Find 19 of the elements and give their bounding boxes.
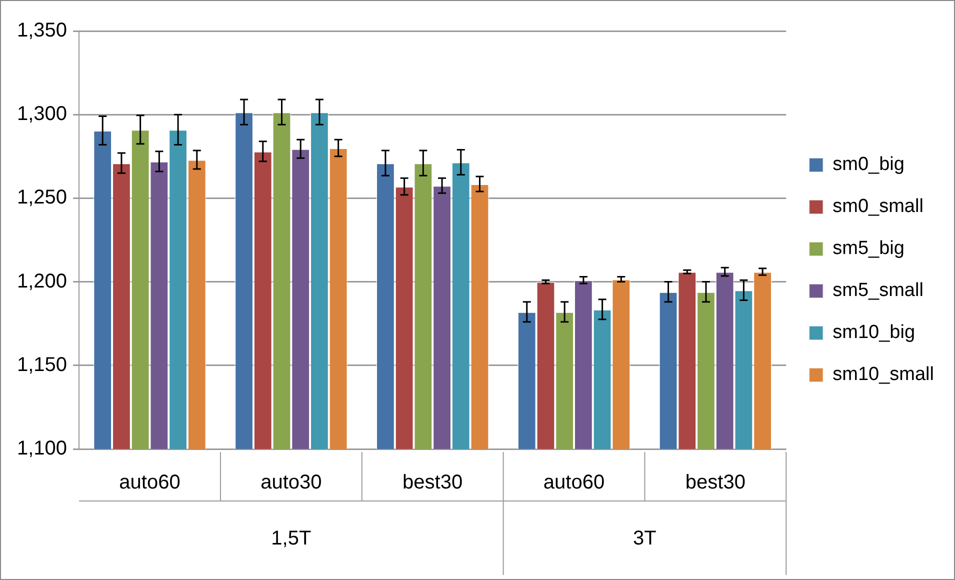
x-tick-label: best30 [685, 472, 746, 494]
legend-label: sm0_small [832, 196, 924, 218]
x-tick-label: auto60 [543, 472, 605, 494]
y-tick-label: 1,300 [16, 103, 68, 126]
legend-label: sm0_big [832, 154, 904, 176]
y-tick-label: 1,100 [16, 438, 68, 460]
y-tick-label: 1,200 [16, 270, 68, 292]
x-tick-label: auto30 [260, 472, 322, 494]
text: 3T [633, 528, 656, 550]
x-tick-label: auto60 [119, 472, 180, 494]
legend-label: sm10_big [832, 322, 916, 344]
x-tick-label: best30 [402, 472, 463, 494]
text: 1,5T [271, 528, 312, 550]
legend-label: sm5_small [832, 280, 924, 302]
legend-label: sm10_small [832, 364, 934, 386]
legend-label: sm5_big [832, 238, 904, 260]
y-tick-label: 1,150 [16, 354, 68, 376]
y-tick-label: 1,250 [16, 186, 68, 209]
y-tick-label: 1,350 [16, 20, 68, 42]
